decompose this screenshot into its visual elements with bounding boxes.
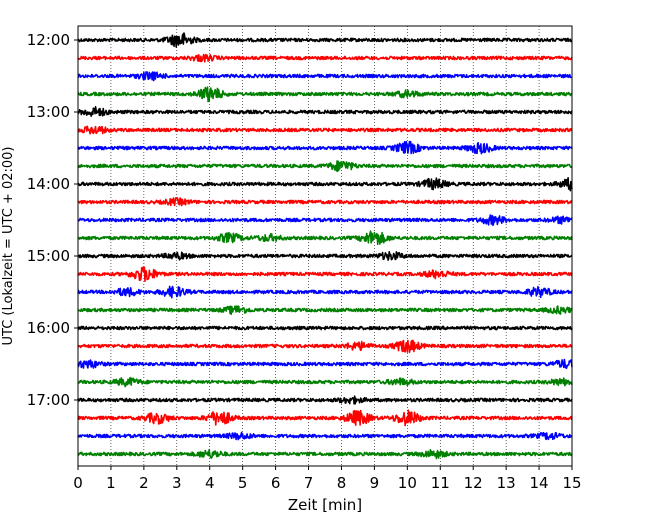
seismogram-trace [77, 448, 573, 460]
x-tick-label: 5 [238, 474, 248, 492]
seismogram-trace [77, 177, 573, 192]
grid-lines [110, 26, 540, 466]
x-tick-label: 2 [139, 474, 149, 492]
x-axis-ticks: 0 1 2 3 4 5 6 7 8 9 10 11 12 13 14 15 [73, 466, 582, 492]
x-tick-label: 9 [370, 474, 380, 492]
seismogram-trace [77, 106, 573, 117]
seismogram-trace [77, 339, 573, 354]
seismogram-trace [77, 358, 573, 370]
x-tick-label: 7 [304, 474, 314, 492]
x-tick-label: 14 [530, 474, 549, 492]
seismogram-trace [77, 325, 573, 331]
y-axis-ticks: 12:00 13:00 14:00 15:00 16:00 17:00 [27, 31, 78, 409]
y-tick-label: 15:00 [27, 247, 70, 265]
seismogram-trace [77, 160, 573, 173]
seismogram-traces [77, 32, 573, 460]
y-tick-label: 16:00 [27, 319, 70, 337]
x-tick-label: 13 [497, 474, 516, 492]
seismogram-trace [77, 32, 573, 48]
seismogram-trace [77, 140, 573, 155]
seismogram-trace [77, 431, 573, 441]
plot-frame [77, 25, 573, 467]
x-tick-label: 11 [431, 474, 450, 492]
seismogram-trace [77, 409, 573, 427]
seismogram-trace [77, 250, 573, 261]
y-axis-label: UTC (Lokalzeit = UTC + 02:00) [1, 147, 16, 346]
seismogram-trace [77, 266, 573, 282]
y-tick-label: 17:00 [27, 391, 70, 409]
x-tick-label: 8 [337, 474, 347, 492]
seismogram-trace [77, 285, 573, 299]
seismogram-trace [77, 125, 573, 135]
y-tick-label: 14:00 [27, 175, 70, 193]
seismogram-trace [77, 197, 573, 207]
seismogram-trace [77, 395, 573, 405]
seismogram-trace [77, 71, 573, 82]
y-tick-label: 13:00 [27, 103, 70, 121]
x-tick-label: 0 [73, 474, 83, 492]
x-tick-label: 6 [271, 474, 281, 492]
x-tick-label: 1 [106, 474, 116, 492]
seismogram-trace [77, 214, 573, 227]
seismogram-trace [77, 86, 573, 103]
x-tick-label: 4 [205, 474, 215, 492]
seismogram-trace [77, 230, 573, 246]
seismogram-trace [77, 376, 573, 388]
x-tick-label: 3 [172, 474, 182, 492]
x-tick-label: 12 [464, 474, 483, 492]
x-tick-label: 15 [562, 474, 581, 492]
x-axis-label: Zeit [min] [288, 496, 362, 514]
seismogram-trace [77, 305, 573, 316]
seismogram-trace [77, 53, 573, 63]
x-tick-label: 10 [398, 474, 417, 492]
y-tick-label: 12:00 [27, 31, 70, 49]
